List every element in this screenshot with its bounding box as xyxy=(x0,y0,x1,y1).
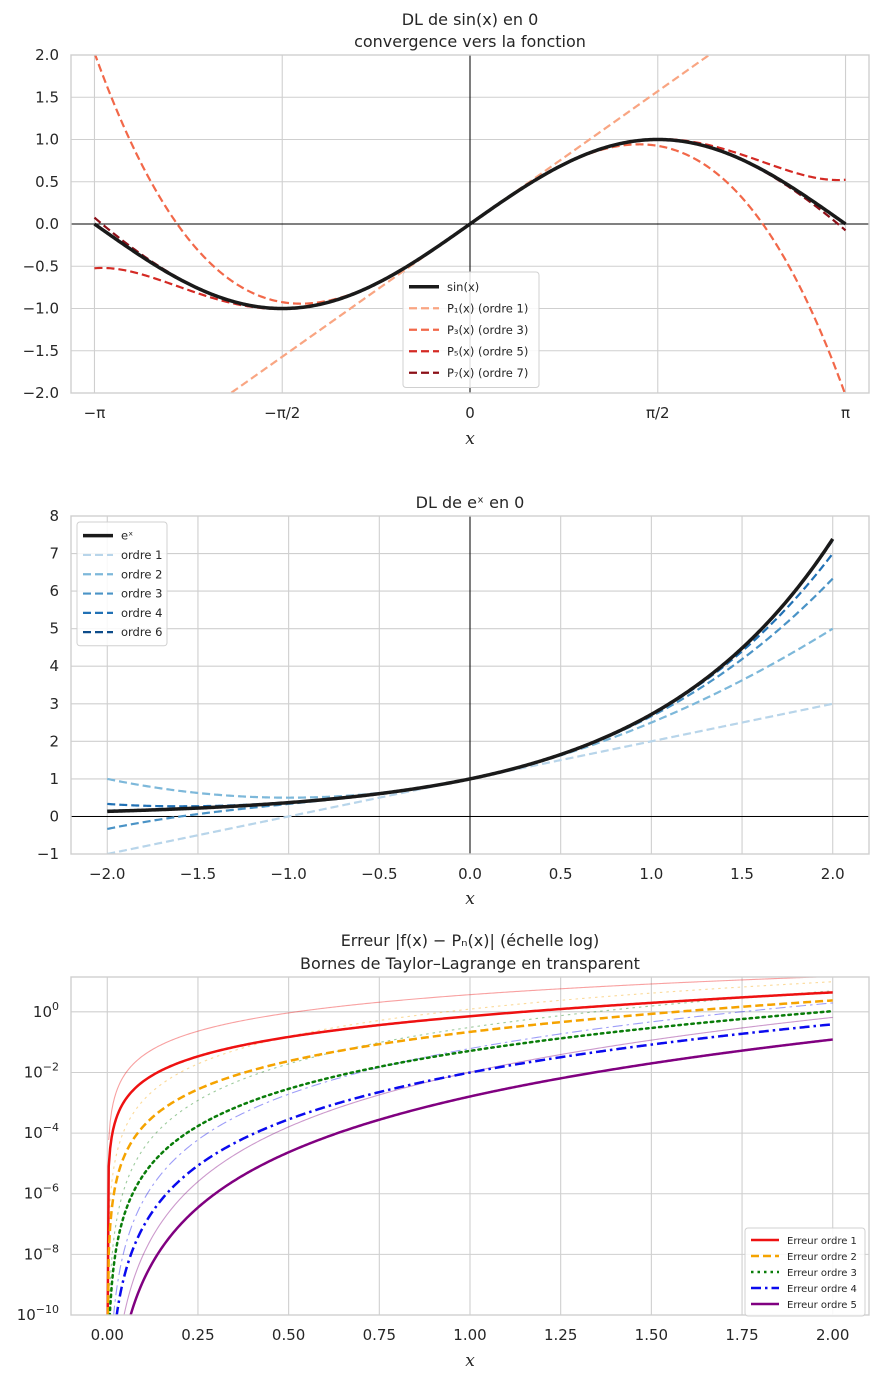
legend-label: ordre 4 xyxy=(121,606,162,620)
y-tick-label: 7 xyxy=(49,545,59,563)
y-tick-label: 2 xyxy=(49,732,59,750)
bound-line xyxy=(108,981,833,1228)
y-tick-label: 4 xyxy=(49,657,59,675)
x-tick-label: 1.50 xyxy=(635,1326,668,1344)
y-tick-label: 10−8 xyxy=(24,1242,59,1263)
y-tick-label: −1.5 xyxy=(23,342,59,360)
plot2-frame xyxy=(70,515,870,855)
x-tick-label: −1.5 xyxy=(180,865,216,883)
bound-line xyxy=(108,977,832,1141)
x-tick-label: 2.0 xyxy=(821,865,845,883)
plot1-title: DL de sin(x) en 0 xyxy=(402,10,539,29)
x-tick-label: 0.5 xyxy=(549,865,573,883)
y-tick-label: 100 xyxy=(33,1000,59,1021)
y-tick-label: 10−10 xyxy=(17,1303,59,1324)
plot2-xlabel: x xyxy=(465,889,475,909)
legend-label: eˣ xyxy=(121,529,133,543)
plot1-frame xyxy=(70,54,870,394)
plot-error-log: Erreur |f(x) − Pₙ(x)| (échelle log) Born… xyxy=(17,931,870,1371)
y-tick-label: 0 xyxy=(49,807,59,825)
y-tick-label: −0.5 xyxy=(23,257,59,275)
x-tick-label: 0.50 xyxy=(272,1326,305,1344)
x-tick-label: 1.5 xyxy=(730,865,754,883)
legend-label: sin(x) xyxy=(447,280,479,294)
plot3-frame xyxy=(70,976,870,1316)
series-line xyxy=(106,999,833,1315)
series-line xyxy=(108,1009,834,1315)
series-line xyxy=(115,1023,833,1315)
bound-line xyxy=(108,990,833,1315)
legend-label: ordre 2 xyxy=(121,567,162,581)
x-tick-label: −π xyxy=(84,404,106,422)
legend-label: P₅(x) (ordre 5) xyxy=(447,344,528,358)
x-tick-label: −2.0 xyxy=(89,865,125,883)
legend-label: ordre 6 xyxy=(121,625,162,639)
legend-label: Erreur ordre 4 xyxy=(787,1284,857,1295)
x-tick-label: −π/2 xyxy=(264,404,300,422)
y-tick-label: 1.0 xyxy=(35,131,59,149)
x-tick-label: −1.0 xyxy=(270,865,306,883)
plot-sin-taylor: DL de sin(x) en 0 convergence vers la fo… xyxy=(23,10,870,449)
legend-label: Erreur ordre 3 xyxy=(787,1268,857,1279)
y-tick-label: 10−6 xyxy=(24,1182,59,1203)
x-tick-label: 0.25 xyxy=(181,1326,214,1344)
y-tick-label: 3 xyxy=(49,695,59,713)
y-tick-label: 10−4 xyxy=(24,1121,59,1142)
x-tick-label: 1.75 xyxy=(725,1326,758,1344)
legend-label: P₃(x) (ordre 3) xyxy=(447,323,528,337)
series-line xyxy=(129,1038,833,1315)
legend-label: ordre 1 xyxy=(121,548,162,562)
x-tick-label: −0.5 xyxy=(361,865,397,883)
x-tick-label: π xyxy=(841,404,850,422)
y-tick-label: −2.0 xyxy=(23,384,59,402)
x-tick-label: 1.25 xyxy=(544,1326,577,1344)
series-line xyxy=(107,702,833,854)
x-tick-label: 1.00 xyxy=(453,1326,486,1344)
plot3-subtitle: Bornes de Taylor–Lagrange en transparent xyxy=(300,954,640,973)
x-tick-label: 2.00 xyxy=(816,1326,849,1344)
y-tick-label: 0.0 xyxy=(35,215,59,233)
legend-label: Erreur ordre 2 xyxy=(787,1252,857,1263)
x-tick-label: 0.0 xyxy=(458,865,482,883)
x-tick-label: 0.00 xyxy=(91,1326,124,1344)
legend-box xyxy=(402,271,540,388)
y-tick-label: 5 xyxy=(49,620,59,638)
legend-box xyxy=(76,521,168,647)
x-tick-label: 1.0 xyxy=(639,865,663,883)
y-tick-label: −1.0 xyxy=(23,300,59,318)
legend-label: P₇(x) (ordre 7) xyxy=(447,366,528,380)
plot1-xlabel: x xyxy=(465,429,475,449)
plot3-xlabel: x xyxy=(465,1351,475,1371)
legend-label: Erreur ordre 5 xyxy=(787,1300,857,1311)
legend-label: ordre 3 xyxy=(121,587,162,601)
y-tick-label: 1.5 xyxy=(35,88,59,106)
legend-label: Erreur ordre 1 xyxy=(787,1236,857,1247)
y-tick-label: −1 xyxy=(37,845,59,863)
bound-line xyxy=(123,1016,833,1315)
y-tick-label: 8 xyxy=(49,507,59,525)
y-tick-label: 6 xyxy=(49,582,59,600)
y-tick-label: 0.5 xyxy=(35,173,59,191)
x-tick-label: π/2 xyxy=(646,404,670,422)
legend-box xyxy=(744,1227,866,1317)
x-tick-label: 0 xyxy=(465,404,475,422)
x-tick-label: 0.75 xyxy=(363,1326,396,1344)
series-line xyxy=(93,137,847,311)
series-line xyxy=(106,991,833,1315)
y-tick-label: 2.0 xyxy=(35,46,59,64)
plot2-title: DL de eˣ en 0 xyxy=(416,493,525,512)
series-line xyxy=(107,537,835,814)
plot3-title: Erreur |f(x) − Pₙ(x)| (échelle log) xyxy=(341,931,600,950)
plot1-subtitle: convergence vers la fonction xyxy=(354,32,586,51)
y-tick-label: 10−2 xyxy=(24,1060,59,1081)
plot-exp-taylor: DL de eˣ en 0 −2.0 −1.5 −1.0 −0.5 0.0 0.5 1.0 1… xyxy=(37,493,870,909)
legend-label: P₁(x) (ordre 1) xyxy=(447,301,528,315)
y-tick-label: 1 xyxy=(49,770,59,788)
